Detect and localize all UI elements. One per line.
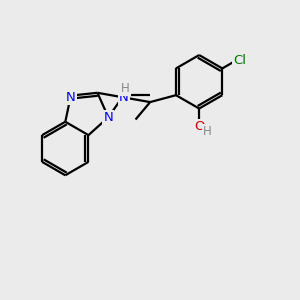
Text: H: H bbox=[203, 125, 212, 138]
Text: N: N bbox=[103, 111, 113, 124]
Text: Cl: Cl bbox=[233, 54, 246, 67]
Text: H: H bbox=[121, 82, 130, 95]
Text: N: N bbox=[119, 91, 129, 104]
Text: O: O bbox=[194, 120, 204, 133]
Text: N: N bbox=[66, 91, 76, 103]
